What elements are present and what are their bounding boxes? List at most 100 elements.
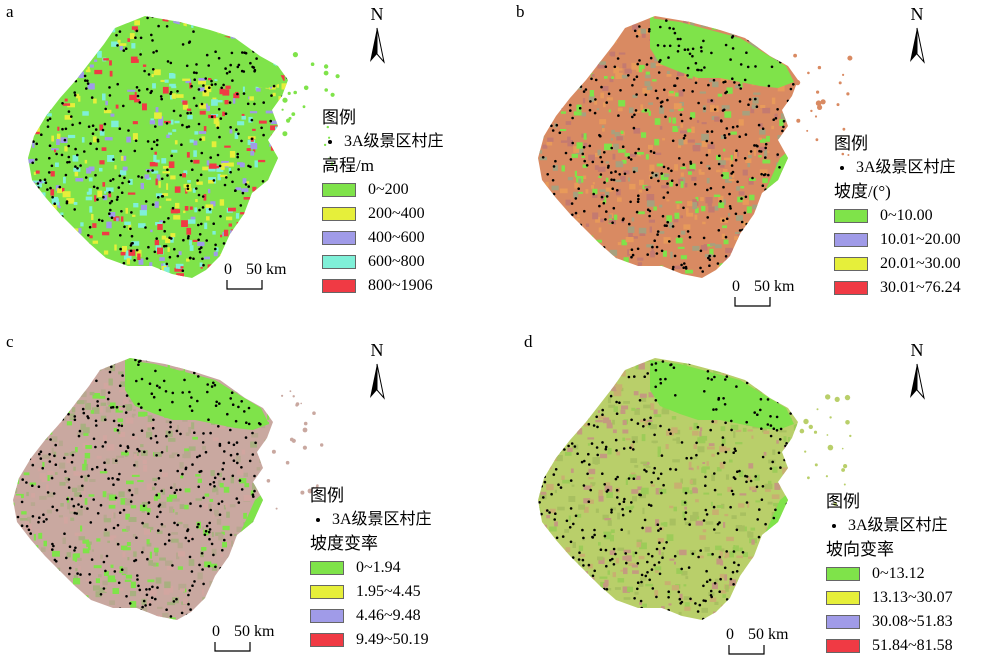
village-dot <box>20 215 23 218</box>
village-dot <box>576 452 579 455</box>
village-dot <box>141 521 144 525</box>
village-dot <box>535 535 538 538</box>
village-dot <box>629 158 633 161</box>
village-dot <box>620 614 624 617</box>
village-dot <box>104 468 107 472</box>
village-dot <box>654 385 657 389</box>
village-dot <box>603 281 606 284</box>
north-arrow-icon <box>910 27 925 64</box>
village-dot <box>208 86 211 89</box>
village-dot <box>590 596 593 600</box>
village-dot <box>187 235 190 238</box>
village-dot <box>762 207 766 211</box>
island <box>808 424 813 430</box>
village-dot <box>200 552 204 555</box>
village-dot <box>609 394 613 398</box>
village-dot <box>794 20 797 24</box>
village-dot <box>73 93 77 97</box>
village-dot <box>236 155 239 159</box>
village-dot <box>139 53 142 56</box>
village-dot <box>664 377 667 381</box>
village-dot <box>644 93 648 97</box>
village-dot <box>743 157 747 160</box>
village-dot <box>574 514 578 518</box>
village-dot <box>19 372 23 375</box>
village-dot <box>205 239 208 242</box>
village-dot <box>145 257 149 260</box>
village-dot <box>634 151 637 155</box>
village-dot <box>624 552 627 555</box>
village-dot <box>683 517 687 521</box>
village-dot <box>92 498 95 501</box>
village-dot <box>657 71 661 74</box>
village-dot <box>190 84 193 88</box>
village-dot <box>257 195 260 198</box>
village-dot <box>713 375 716 379</box>
village-dot <box>633 375 636 378</box>
village-dot <box>631 84 634 87</box>
village-dot <box>20 524 24 527</box>
village-dot <box>756 413 759 416</box>
village-dot <box>137 175 140 178</box>
village-dot <box>29 450 32 453</box>
village-dot <box>603 37 607 40</box>
village-dot <box>591 536 595 539</box>
village-dot <box>579 281 582 284</box>
village-dot <box>171 400 174 404</box>
village-dot <box>203 278 206 281</box>
village-dot <box>612 273 616 276</box>
village-dot <box>662 483 665 487</box>
village-dot <box>772 556 776 560</box>
village-dot <box>179 351 182 354</box>
village-dot <box>104 569 107 573</box>
village-dot <box>63 532 66 535</box>
village-dot <box>779 526 782 529</box>
village-dot <box>689 117 693 120</box>
village-dot <box>179 488 182 492</box>
village-dot <box>566 221 570 224</box>
village-dot <box>65 271 69 274</box>
village-dot <box>758 623 761 626</box>
village-dot <box>676 37 680 41</box>
village-dot <box>706 188 709 192</box>
village-dot <box>216 27 220 31</box>
village-dot <box>552 79 555 82</box>
legend-class-label: 51.84~81.58 <box>872 637 953 654</box>
village-dot <box>269 119 273 123</box>
village-dot <box>750 570 753 573</box>
village-dot <box>87 474 90 478</box>
village-dot <box>21 12 24 15</box>
village-dot <box>745 600 748 603</box>
village-dot <box>781 17 785 20</box>
village-dot <box>144 200 148 203</box>
village-dot <box>660 172 663 175</box>
village-dot <box>48 108 51 112</box>
village-dot <box>24 21 27 24</box>
village-dot <box>37 485 41 488</box>
village-dot <box>136 8 139 11</box>
legend-class-label: 1.95~4.45 <box>356 583 421 600</box>
island <box>303 85 309 91</box>
village-dot <box>677 235 681 238</box>
village-dot <box>212 481 216 484</box>
village-dot <box>539 577 542 580</box>
village-dot <box>172 600 176 603</box>
island <box>282 97 288 103</box>
north-arrow: N <box>902 4 932 64</box>
village-dot <box>741 596 744 600</box>
village-dot <box>233 257 237 261</box>
village-dot <box>744 603 748 607</box>
legend-class-label: 10.01~20.00 <box>880 231 961 248</box>
village-dot <box>653 239 656 242</box>
village-dot <box>25 481 28 484</box>
village-dot <box>656 96 659 100</box>
panel-b: b N 0 50 km 图例 3A级景区村庄 坡度/(°) 0~10.00 10.… <box>500 0 1000 329</box>
village-dot <box>607 164 610 168</box>
village-dot <box>584 73 588 76</box>
village-dot <box>553 518 556 521</box>
village-dot <box>570 49 574 52</box>
village-dot <box>551 129 555 132</box>
village-dot <box>158 503 162 506</box>
village-dot <box>36 393 39 397</box>
island <box>302 445 307 450</box>
